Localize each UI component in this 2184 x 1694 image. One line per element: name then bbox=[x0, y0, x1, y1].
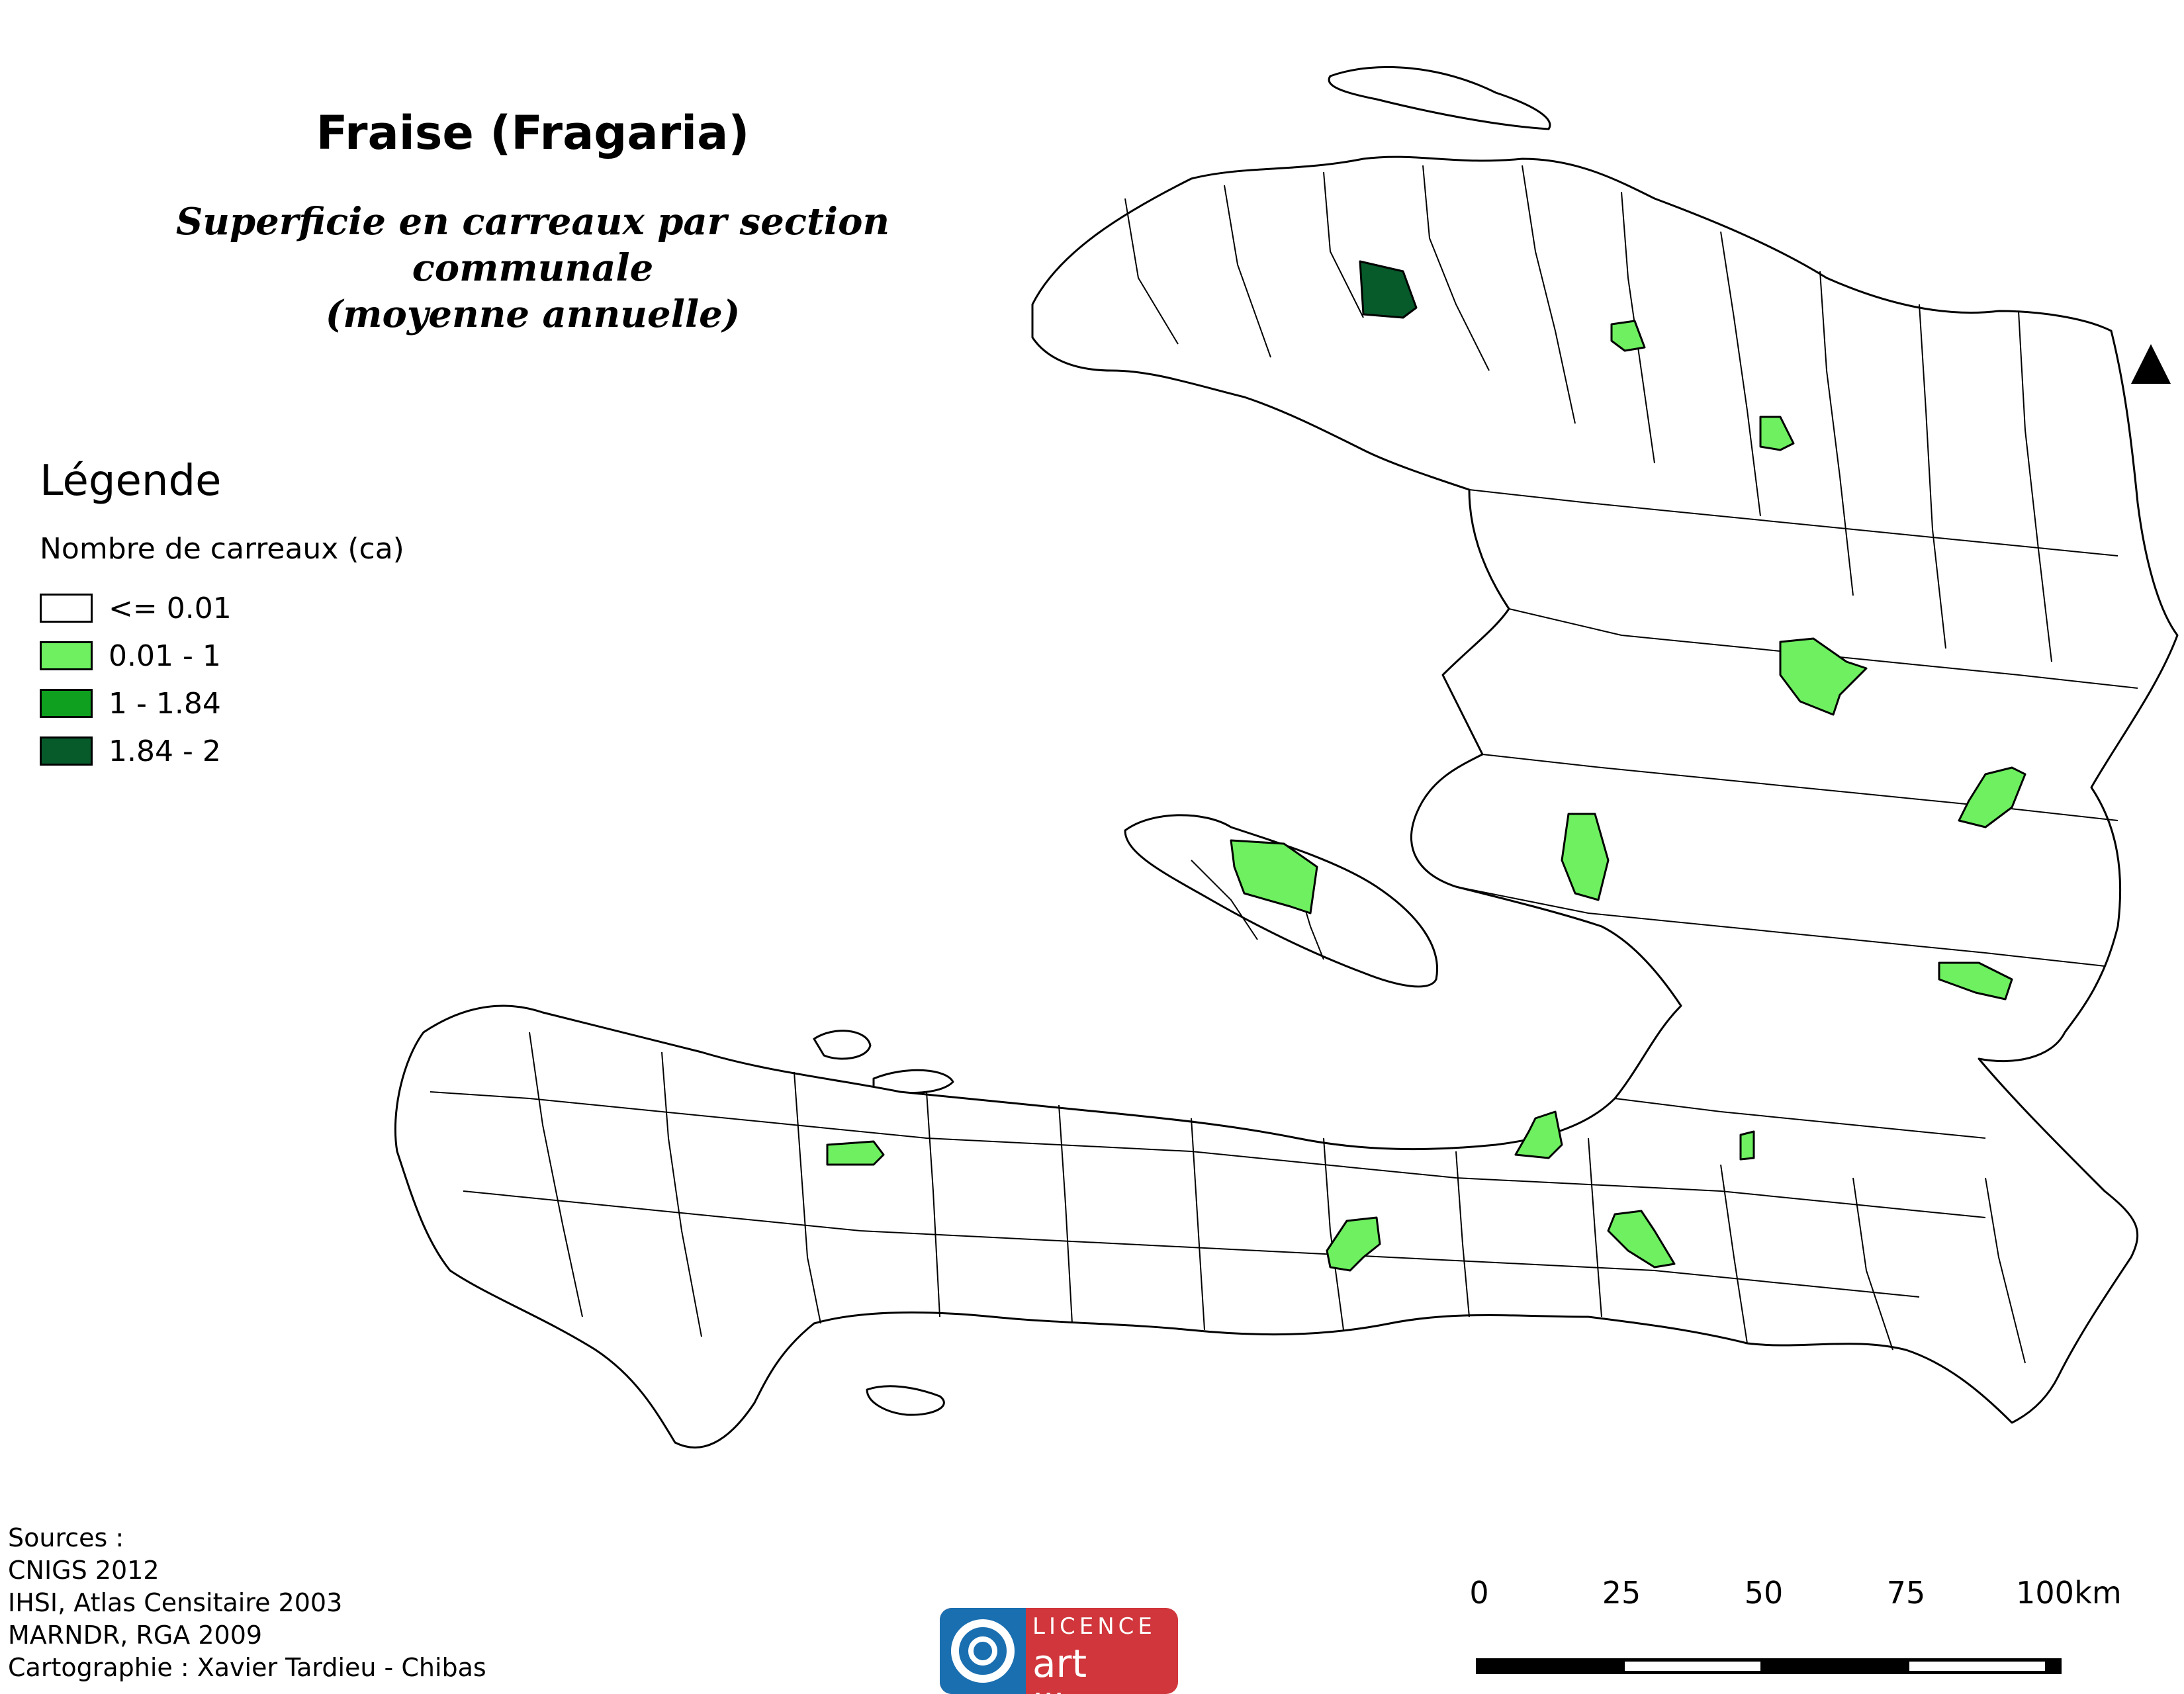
legend-swatch-class-2 bbox=[40, 641, 93, 670]
section-boundaries bbox=[430, 165, 2138, 1364]
section-class-2 bbox=[826, 1140, 885, 1166]
scale-label-0: 0 bbox=[1469, 1575, 1489, 1611]
legend-swatch-class-1 bbox=[40, 594, 93, 623]
legend-item-class-2: 0.01 - 1 bbox=[40, 632, 404, 680]
legend-item-class-3: 1 - 1.84 bbox=[40, 680, 404, 727]
sources-line: Cartographie : Xavier Tardieu - Chibas bbox=[8, 1653, 486, 1682]
licence-top-text: LICENCE bbox=[1032, 1613, 1156, 1640]
legend: Légende Nombre de carreaux (ca) <= 0.01 … bbox=[40, 457, 404, 775]
legend-subtitle: Nombre de carreaux (ca) bbox=[40, 532, 404, 566]
section-class-2 bbox=[1958, 766, 2026, 828]
legend-item-class-1: <= 0.01 bbox=[40, 584, 404, 632]
licence-bottom-text: art libre bbox=[1032, 1641, 1116, 1694]
map-subtitle: Superficie en carreaux par section commu… bbox=[60, 199, 1006, 337]
legend-title: Légende bbox=[40, 457, 222, 506]
section-class-2 bbox=[1561, 813, 1610, 901]
legend-label-class-2: 0.01 - 1 bbox=[109, 639, 221, 673]
scale-segment bbox=[2048, 1658, 2062, 1674]
scale-segment bbox=[1906, 1658, 2048, 1674]
legend-label-class-3: 1 - 1.84 bbox=[109, 686, 221, 721]
section-class-2 bbox=[1739, 1130, 1755, 1161]
legend-label-class-1: <= 0.01 bbox=[109, 591, 232, 625]
scale-label-100: 100 bbox=[2016, 1575, 2074, 1611]
mainland-outline bbox=[394, 156, 2179, 1449]
tortuga-island bbox=[1328, 66, 1551, 130]
scale-segment bbox=[1476, 1658, 1621, 1674]
sources-block: Sources : CNIGS 2012 IHSI, Atlas Censita… bbox=[8, 1522, 486, 1684]
scale-bar: 0 25 50 75 100 km bbox=[1469, 1575, 2131, 1674]
scale-segment bbox=[1764, 1658, 1906, 1674]
legend-swatch-class-4 bbox=[40, 736, 93, 766]
scale-label-25: 25 bbox=[1602, 1575, 1641, 1611]
licence-circle-icon bbox=[940, 1608, 1026, 1694]
sources-line: CNIGS 2012 bbox=[8, 1556, 159, 1585]
section-class-2 bbox=[1326, 1216, 1381, 1272]
legend-label-class-4: 1.84 - 2 bbox=[109, 734, 221, 768]
licence-art-libre-logo: LICENCE art libre bbox=[940, 1608, 1178, 1694]
legend-swatch-class-3 bbox=[40, 689, 93, 718]
scale-unit: km bbox=[2074, 1575, 2122, 1611]
section-class-2 bbox=[1610, 320, 1646, 352]
highlighted-sections bbox=[826, 260, 2026, 1272]
sources-heading: Sources : bbox=[8, 1523, 124, 1552]
subtitle-line-1: Superficie en carreaux par section commu… bbox=[175, 200, 890, 290]
scale-segment bbox=[1621, 1658, 1764, 1674]
section-class-2 bbox=[1230, 839, 1318, 914]
subtitle-line-2: (moyenne annuelle) bbox=[325, 292, 741, 336]
section-class-2 bbox=[1514, 1110, 1563, 1159]
ile-a-vache bbox=[866, 1385, 945, 1416]
north-arrow-icon bbox=[2131, 344, 2171, 384]
section-class-2 bbox=[1759, 416, 1795, 451]
sources-line: IHSI, Atlas Censitaire 2003 bbox=[8, 1588, 343, 1617]
section-class-2 bbox=[1938, 961, 2013, 1001]
scale-label-50: 50 bbox=[1744, 1575, 1784, 1611]
map-title: Fraise (Fragaria) bbox=[316, 106, 750, 160]
cayemites-islands bbox=[813, 1030, 872, 1060]
section-class-4 bbox=[1359, 260, 1418, 319]
scale-label-75: 75 bbox=[1886, 1575, 1926, 1611]
sources-line: MARNDR, RGA 2009 bbox=[8, 1621, 263, 1650]
section-class-2 bbox=[1607, 1210, 1676, 1269]
legend-item-class-4: 1.84 - 2 bbox=[40, 727, 404, 775]
section-class-2 bbox=[1779, 637, 1868, 716]
